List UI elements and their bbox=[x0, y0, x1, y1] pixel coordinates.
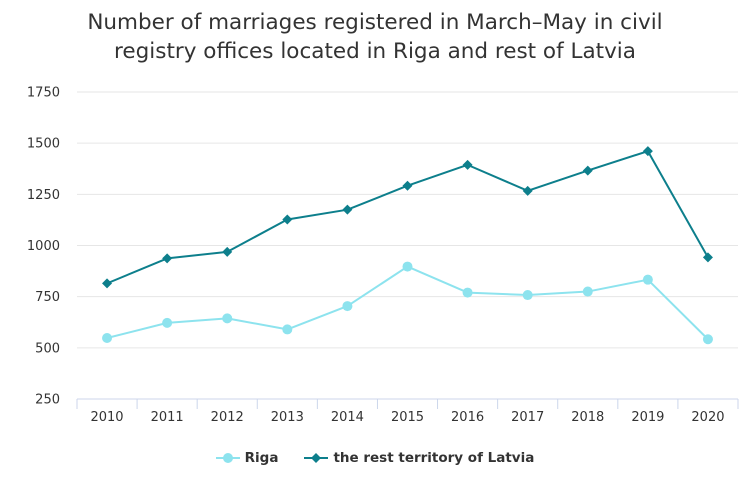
y-axis: 250 500 750 1000 1250 1500 1750 bbox=[27, 86, 60, 408]
series-layer bbox=[102, 146, 713, 345]
x-axis-labels: 2010 2011 2012 2013 2014 2015 2016 2017 2018 2019… bbox=[90, 410, 724, 425]
data-point bbox=[282, 324, 293, 335]
grid-lines bbox=[77, 91, 738, 349]
chart-title-line-1: Number of marriages registered in March–… bbox=[87, 10, 663, 35]
legend-item-rest-of-latvia[interactable]: the rest territory of Latvia bbox=[304, 450, 534, 466]
x-tick-label: 2012 bbox=[211, 410, 244, 425]
chart-title: Number of marriages registered in March–… bbox=[25, 8, 725, 66]
y-tick-label: 750 bbox=[35, 290, 60, 305]
legend-label-rest-of-latvia: the rest territory of Latvia bbox=[333, 450, 535, 466]
y-tick-label: 1500 bbox=[27, 137, 60, 152]
series-line bbox=[106, 265, 709, 340]
data-point bbox=[222, 246, 233, 257]
data-point bbox=[162, 317, 173, 328]
x-tick-label: 2018 bbox=[571, 410, 604, 425]
data-point bbox=[702, 334, 713, 345]
data-point bbox=[162, 253, 173, 264]
x-tick-label: 2019 bbox=[631, 410, 664, 425]
x-axis bbox=[76, 398, 739, 409]
data-point bbox=[342, 301, 353, 312]
data-point bbox=[222, 313, 233, 324]
data-point bbox=[102, 333, 113, 344]
y-tick-label: 500 bbox=[35, 341, 60, 356]
x-tick-label: 2011 bbox=[151, 410, 184, 425]
x-tick-label: 2013 bbox=[271, 410, 304, 425]
data-point bbox=[462, 287, 473, 298]
legend-marker-rest-of-latvia bbox=[304, 453, 329, 463]
legend-marker-riga bbox=[215, 453, 240, 463]
legend-item-riga[interactable]: Riga bbox=[215, 450, 279, 466]
y-tick-label: 1250 bbox=[27, 188, 60, 203]
data-point bbox=[522, 185, 533, 196]
data-point bbox=[582, 286, 593, 297]
y-tick-label: 1750 bbox=[27, 86, 60, 101]
data-point bbox=[342, 204, 353, 215]
data-point bbox=[462, 159, 473, 170]
x-tick-label: 2014 bbox=[331, 410, 364, 425]
data-point bbox=[402, 261, 413, 272]
y-tick-label: 1000 bbox=[27, 239, 60, 254]
x-tick-label: 2016 bbox=[451, 410, 484, 425]
data-point bbox=[582, 165, 593, 176]
y-tick-label: 250 bbox=[35, 393, 60, 408]
data-point bbox=[282, 214, 293, 225]
x-tick-label: 2017 bbox=[511, 410, 544, 425]
data-point bbox=[402, 180, 413, 191]
series-rest-of-latvia bbox=[102, 146, 713, 289]
data-point bbox=[702, 252, 713, 263]
data-point bbox=[102, 278, 113, 289]
legend: Riga the rest territory of Latvia bbox=[0, 450, 750, 466]
data-point bbox=[642, 146, 653, 157]
x-tick-label: 2015 bbox=[391, 410, 424, 425]
x-tick-label: 2020 bbox=[691, 410, 724, 425]
data-point bbox=[522, 290, 533, 301]
chart-title-line-2: registry offices located in Riga and res… bbox=[114, 39, 636, 64]
legend-label-riga: Riga bbox=[244, 450, 279, 466]
data-point bbox=[642, 274, 653, 285]
series-riga bbox=[102, 261, 713, 345]
x-tick-label: 2010 bbox=[90, 410, 123, 425]
